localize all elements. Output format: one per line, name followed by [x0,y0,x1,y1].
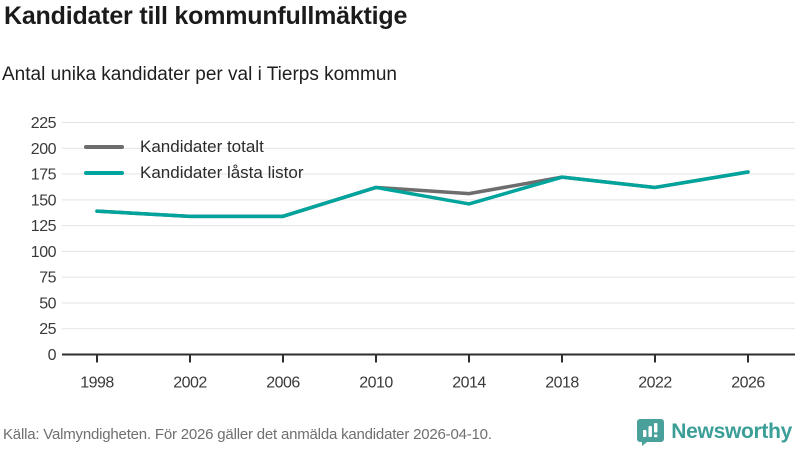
source-note: Källa: Valmyndigheten. För 2026 gäller d… [3,426,492,443]
y-tick-label: 200 [31,141,57,158]
legend-line-swatch-total [84,145,124,149]
x-tick-label: 2002 [173,375,207,392]
y-tick-label: 75 [39,270,56,287]
newsworthy-bar-chart-icon [637,419,665,446]
y-tick-label: 25 [39,321,56,338]
chart-legend: Kandidater totalt Kandidater låsta listo… [84,134,303,186]
x-tick-label: 2018 [545,375,579,392]
x-tick-label: 1998 [80,375,114,392]
y-tick-label: 0 [48,347,57,364]
y-tick-label: 175 [31,167,57,184]
x-tick-label: 2010 [359,375,393,392]
x-tick-label: 2026 [731,375,765,392]
x-tick-label: 2006 [266,375,300,392]
newsworthy-wordmark: Newsworthy [671,420,792,443]
y-tick-label: 225 [31,115,57,132]
legend-label-total: Kandidater totalt [140,137,264,156]
y-tick-label: 150 [31,192,57,209]
x-tick-label: 2022 [638,375,672,392]
newsworthy-logo: Newsworthy [637,418,792,446]
x-tick-label: 2014 [452,375,486,392]
y-tick-label: 50 [39,295,56,312]
y-tick-label: 100 [31,244,57,261]
series-line-1 [95,170,750,219]
legend-item-total: Kandidater totalt [84,134,303,160]
chart-subtitle: Antal unika kandidater per val i Tierps … [2,64,397,85]
legend-label-locked-lists: Kandidater låsta listor [140,163,304,182]
y-tick-label: 125 [31,218,57,235]
chart-title: Kandidater till kommunfullmäktige [4,2,408,30]
legend-line-swatch-locked-lists [84,171,124,175]
legend-item-locked-lists: Kandidater låsta listor [84,160,303,186]
